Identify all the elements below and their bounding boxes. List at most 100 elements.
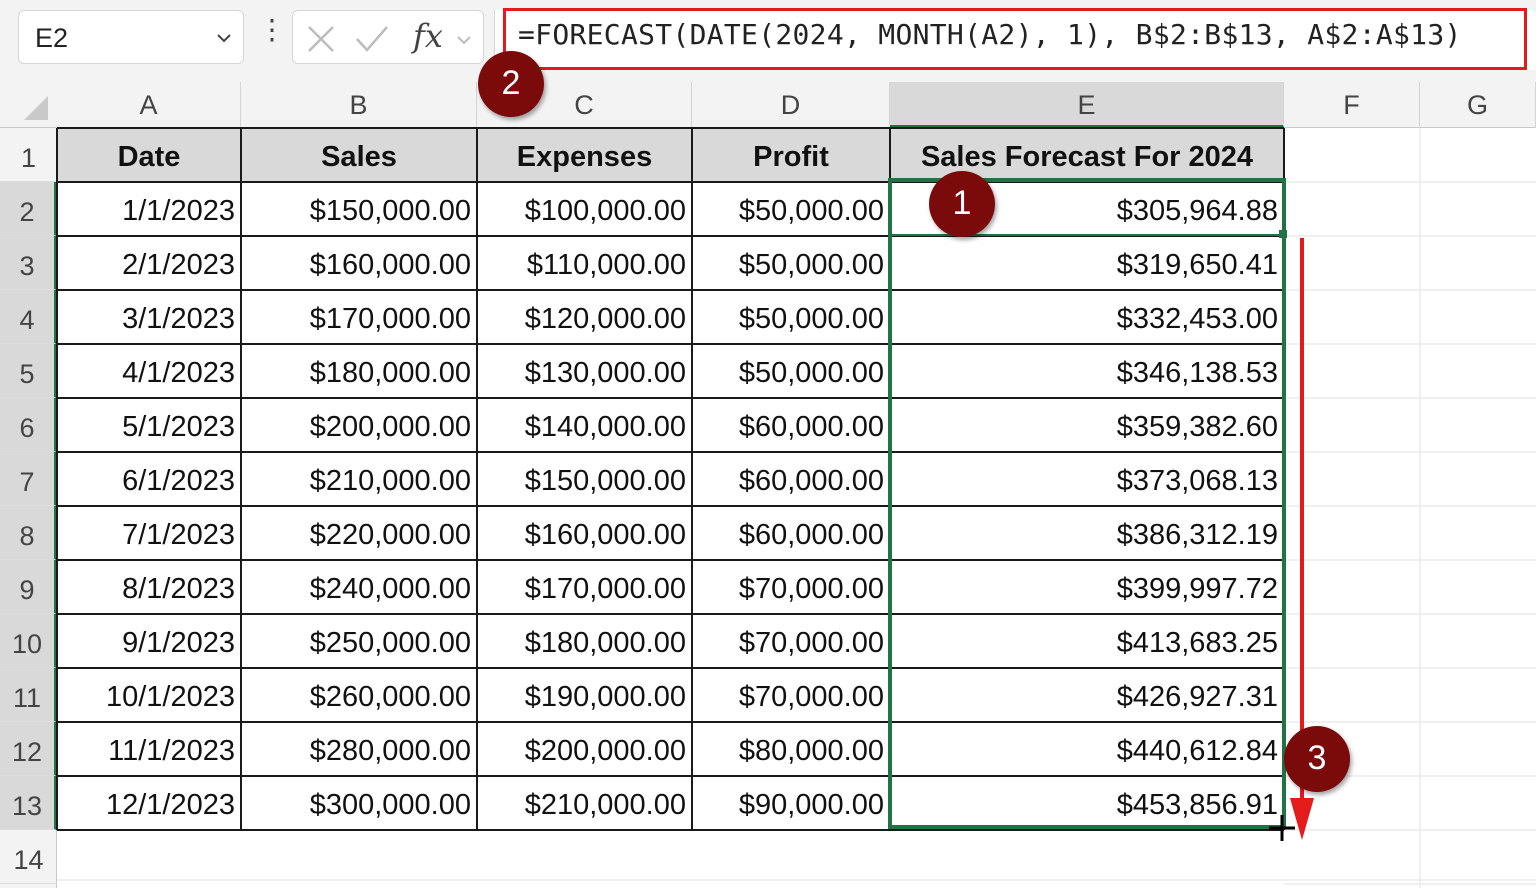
cell-d8[interactable]: $60,000.00 [738,519,884,551]
cell-d7[interactable]: $60,000.00 [738,465,884,497]
header-cell-d[interactable]: Profit [692,128,890,182]
cell-c13[interactable]: $210,000.00 [524,789,686,821]
cell-d12[interactable]: $80,000.00 [738,735,884,767]
chevron-down-icon[interactable] [217,31,231,45]
cell-b6[interactable]: $200,000.00 [309,411,471,443]
column-header-f[interactable]: F [1284,82,1420,128]
cell-a8[interactable]: 7/1/2023 [122,519,235,551]
cell-a11[interactable]: 10/1/2023 [105,681,235,713]
cell-b12[interactable]: $280,000.00 [309,735,471,767]
cell-a5[interactable]: 4/1/2023 [122,357,235,389]
cell-e9[interactable]: $399,997.72 [1116,573,1278,605]
cell-d4[interactable]: $50,000.00 [738,303,884,335]
row-header-10[interactable]: 10 [0,614,57,668]
row-header-11[interactable]: 11 [0,668,57,722]
cell-d9[interactable]: $70,000.00 [738,573,884,605]
select-all-corner[interactable] [20,96,48,120]
cell-a4[interactable]: 3/1/2023 [122,303,235,335]
cell-d11[interactable]: $70,000.00 [738,681,884,713]
cell-c6[interactable]: $140,000.00 [524,411,686,443]
cell-c7[interactable]: $150,000.00 [524,465,686,497]
cell-b8[interactable]: $220,000.00 [309,519,471,551]
cell-c10[interactable]: $180,000.00 [524,627,686,659]
row-header-3[interactable]: 3 [0,236,57,290]
name-box-value: E2 [35,23,69,53]
fx-icon[interactable]: fx [413,17,443,55]
cell-c8[interactable]: $160,000.00 [524,519,686,551]
row-header-14[interactable]: 14 [0,830,57,884]
formula-buttons: fx [292,10,484,64]
cell-d2[interactable]: $50,000.00 [738,195,884,227]
cell-d6[interactable]: $60,000.00 [738,411,884,443]
enter-check-icon[interactable] [355,25,389,53]
cancel-x-icon[interactable] [307,25,335,53]
cell-d5[interactable]: $50,000.00 [738,357,884,389]
cell-b5[interactable]: $180,000.00 [309,357,471,389]
column-header-e[interactable]: E [890,82,1284,128]
header-cell-b[interactable]: Sales [241,128,477,182]
cell-a10[interactable]: 9/1/2023 [122,627,235,659]
header-cell-a[interactable]: Date [57,128,241,182]
cell-b13[interactable]: $300,000.00 [309,789,471,821]
column-header-g[interactable]: G [1420,82,1536,128]
cell-a2[interactable]: 1/1/2023 [122,195,235,227]
cell-b9[interactable]: $240,000.00 [309,573,471,605]
cell-d10[interactable]: $70,000.00 [738,627,884,659]
cell-a12[interactable]: 11/1/2023 [108,735,235,767]
drag-down-arrowhead [1290,798,1314,840]
column-header-d[interactable]: D [692,82,890,128]
cell-a9[interactable]: 8/1/2023 [122,573,235,605]
formula-text[interactable]: =FORECAST(DATE(2024, MONTH(A2), 1), B$2:… [518,18,1462,51]
column-header-a[interactable]: A [57,82,241,128]
column-header-b[interactable]: B [241,82,477,128]
cell-b2[interactable]: $150,000.00 [309,195,471,227]
column-header-c[interactable]: C [477,82,692,128]
row-header-7[interactable]: 7 [0,452,57,506]
cell-c12[interactable]: $200,000.00 [524,735,686,767]
row-header-1[interactable]: 1 [0,128,57,182]
cell-a13[interactable]: 12/1/2023 [105,789,235,821]
row-header-4[interactable]: 4 [0,290,57,344]
cell-c3[interactable]: $110,000.00 [526,249,686,281]
cell-c5[interactable]: $130,000.00 [524,357,686,389]
row-header-8[interactable]: 8 [0,506,57,560]
cell-c11[interactable]: $190,000.00 [524,681,686,713]
row-header-6[interactable]: 6 [0,398,57,452]
cell-e5[interactable]: $346,138.53 [1116,357,1278,389]
cell-e3[interactable]: $319,650.41 [1116,249,1278,281]
cell-e7[interactable]: $373,068.13 [1116,465,1278,497]
name-box[interactable]: E2 [18,10,244,64]
cell-e10[interactable]: $413,683.25 [1116,627,1278,659]
row-header-2[interactable]: 2 [0,182,57,236]
cell-b4[interactable]: $170,000.00 [309,303,471,335]
cell-b7[interactable]: $210,000.00 [309,465,471,497]
cell-e12[interactable]: $440,612.84 [1116,735,1278,767]
row-header-13[interactable]: 13 [0,776,57,830]
formula-input[interactable] [494,10,1536,70]
cell-e11[interactable]: $426,927.31 [1116,681,1278,713]
row-header-9[interactable]: 9 [0,560,57,614]
cell-a7[interactable]: 6/1/2023 [122,465,235,497]
cell-e6[interactable]: $359,382.60 [1116,411,1278,443]
cell-a3[interactable]: 2/1/2023 [122,249,235,281]
cell-c9[interactable]: $170,000.00 [524,573,686,605]
cell-e13[interactable]: $453,856.91 [1116,789,1278,821]
chevron-down-icon[interactable] [457,33,471,47]
step-badge-1: 1 [929,171,995,237]
more-options-icon[interactable]: ⋮ [258,14,286,45]
cell-b3[interactable]: $160,000.00 [309,249,471,281]
cell-e8[interactable]: $386,312.19 [1116,519,1278,551]
cell-e4[interactable]: $332,453.00 [1116,303,1278,335]
cell-c2[interactable]: $100,000.00 [524,195,686,227]
cell-c4[interactable]: $120,000.00 [524,303,686,335]
cell-a6[interactable]: 5/1/2023 [122,411,235,443]
cell-b11[interactable]: $260,000.00 [309,681,471,713]
row-header-5[interactable]: 5 [0,344,57,398]
row-header-12[interactable]: 12 [0,722,57,776]
cell-d3[interactable]: $50,000.00 [738,249,884,281]
header-cell-c[interactable]: Expenses [477,128,692,182]
cell-b10[interactable]: $250,000.00 [309,627,471,659]
cell-d13[interactable]: $90,000.00 [738,789,884,821]
step-badge-3: 3 [1284,726,1350,792]
formula-bar-area: E2 ⋮ fx =FORECAST(DATE(2024, MONTH(A2), … [0,0,1536,82]
